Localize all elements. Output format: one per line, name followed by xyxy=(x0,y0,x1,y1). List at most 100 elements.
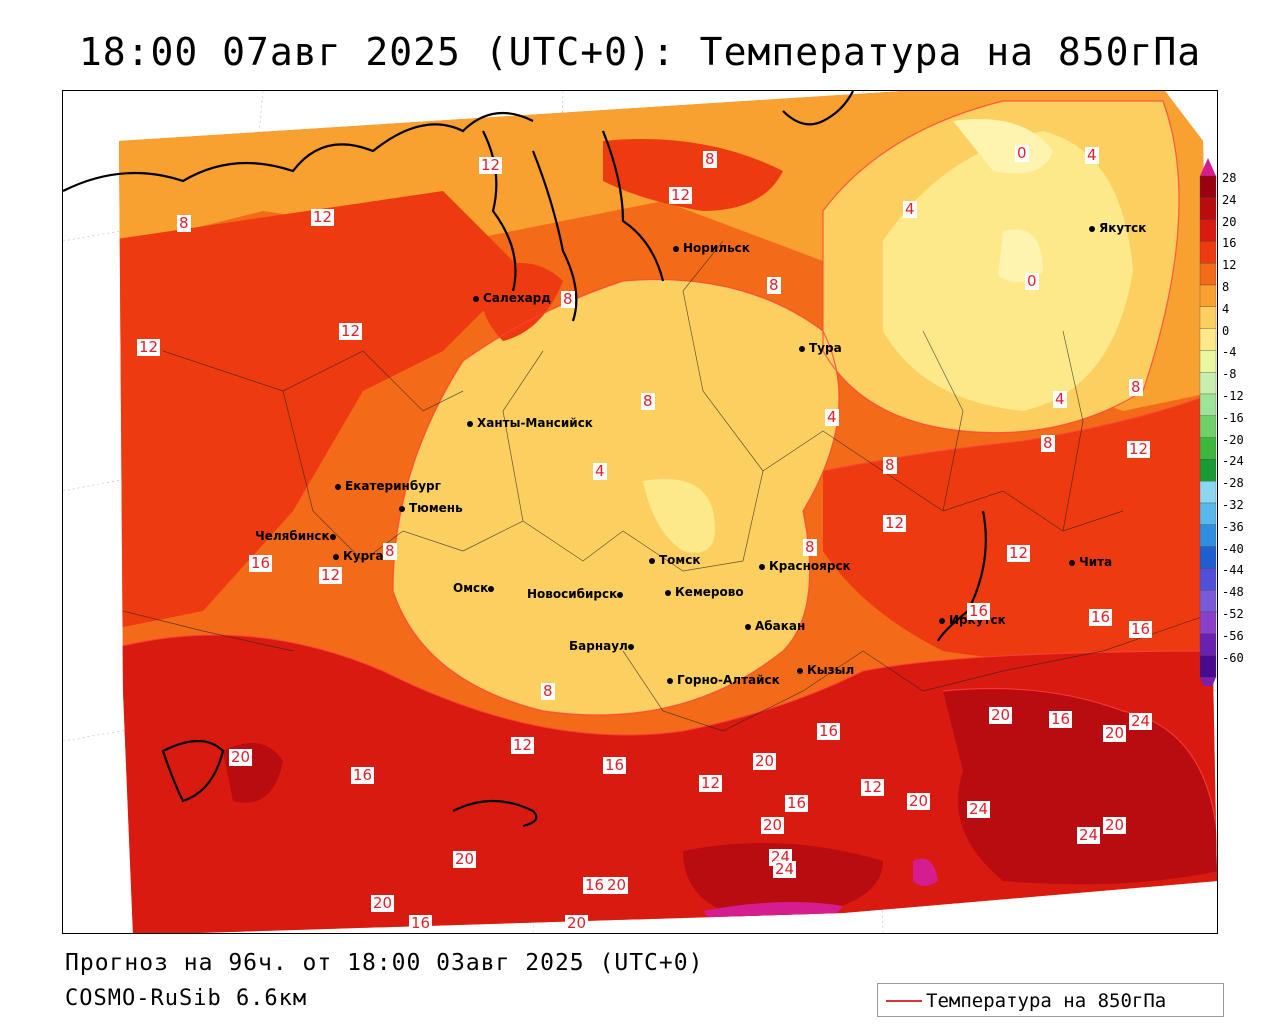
city-dot-icon xyxy=(665,589,671,596)
city-marker: Абакан xyxy=(745,619,805,633)
colorbar-tick-label: -52 xyxy=(1222,607,1244,621)
colorbar-swatch xyxy=(1199,568,1217,591)
contour-label: 12 xyxy=(1007,544,1031,562)
colorbar-tick-label: -48 xyxy=(1222,585,1244,600)
contour-label: 0 xyxy=(1025,272,1039,290)
city-marker: Горно-Алтайск xyxy=(667,673,780,687)
contour-label: 24 xyxy=(967,800,991,818)
city-dot-icon xyxy=(488,585,495,592)
colorbar-swatch xyxy=(1199,241,1217,264)
colorbar-swatch xyxy=(1199,633,1217,656)
colorbar-swatches xyxy=(1199,158,1217,696)
colorbar-tick-label: 20 xyxy=(1222,214,1237,229)
contour-label: 12 xyxy=(137,338,161,356)
colorbar-swatch xyxy=(1199,502,1217,525)
colorbar-tick-label: -16 xyxy=(1222,410,1244,425)
contour-label: 12 xyxy=(861,778,885,796)
contour-label: 8 xyxy=(1041,434,1055,452)
contour-label: 16 xyxy=(1049,710,1073,728)
city-dot-icon xyxy=(399,505,405,512)
city-marker: Кызыл xyxy=(797,663,854,677)
colorbar-tick-label: -28 xyxy=(1222,476,1244,491)
colorbar-tick-label: 24 xyxy=(1222,192,1237,207)
city-marker: Иркутск xyxy=(939,613,1006,627)
colorbar-tick-label: 0 xyxy=(1222,323,1230,338)
contour-label: 20 xyxy=(565,914,589,932)
contour-label: 8 xyxy=(1129,378,1143,396)
contour-label: 8 xyxy=(803,538,817,556)
city-marker: Екатеринбург xyxy=(335,479,441,493)
colorbar-swatch xyxy=(1199,481,1217,504)
city-marker: Чита xyxy=(1069,555,1112,569)
city-dot-icon xyxy=(667,677,673,684)
colorbar-swatch xyxy=(1199,328,1217,351)
legend-label: Температура на 850гПа xyxy=(926,990,1167,1012)
contour-label: 24 xyxy=(773,860,797,878)
city-marker: Красноярск xyxy=(759,559,851,573)
contour-label: 16 xyxy=(603,756,627,774)
contour-label: 4 xyxy=(903,200,917,218)
colorbar-tick-label: -4 xyxy=(1222,345,1237,360)
city-label: Красноярск xyxy=(769,559,851,573)
contour-label: 8 xyxy=(541,682,555,700)
contour-label: 20 xyxy=(453,850,477,868)
colorbar-tick-label: -8 xyxy=(1222,367,1237,382)
colorbar-swatch xyxy=(1199,263,1217,286)
city-dot-icon xyxy=(617,591,624,598)
city-marker: Барнаул xyxy=(569,639,638,653)
city-marker: Челябинск xyxy=(255,529,340,543)
city-marker: Томск xyxy=(649,553,701,567)
city-label: Барнаул xyxy=(569,639,628,653)
contour-label: 24 xyxy=(1077,826,1101,844)
colorbar-swatch xyxy=(1199,590,1217,613)
city-label: Горно-Алтайск xyxy=(677,673,780,687)
contour-label: 4 xyxy=(593,462,607,480)
colorbar-tick-label: 28 xyxy=(1222,171,1237,185)
colorbar-tick-label: -32 xyxy=(1222,498,1244,512)
contour-label: 12 xyxy=(1127,440,1151,458)
city-label: Якутск xyxy=(1099,221,1147,235)
city-marker: Новосибирск xyxy=(527,587,627,601)
city-label: Тура xyxy=(809,341,842,355)
city-dot-icon xyxy=(649,557,655,564)
contour-label: 16 xyxy=(409,914,433,932)
city-label: Ханты-Мансийск xyxy=(477,416,593,430)
contour-label: 16 xyxy=(817,722,841,740)
city-label: Новосибирск xyxy=(527,587,618,601)
city-marker: Тюмень xyxy=(399,501,463,515)
colorbar-tick-label: -24 xyxy=(1222,454,1244,469)
city-dot-icon xyxy=(799,345,805,352)
colorbar-tick-label: -36 xyxy=(1222,519,1244,534)
city-marker: Омск xyxy=(453,581,498,595)
contour-label: 0 xyxy=(1015,144,1029,162)
city-label: Курган xyxy=(343,549,392,563)
contour-label: 4 xyxy=(825,408,839,426)
city-dot-icon xyxy=(627,643,634,650)
colorbar-tick-label: -20 xyxy=(1222,432,1244,447)
city-marker: Курган xyxy=(333,549,392,563)
contour-label: 12 xyxy=(319,566,343,584)
contour-label: 12 xyxy=(311,208,335,226)
colorbar-swatch xyxy=(1199,459,1217,482)
city-label: Кемерово xyxy=(675,585,744,599)
contour-label: 16 xyxy=(1089,608,1113,626)
contour-label: 8 xyxy=(767,276,781,294)
city-dot-icon xyxy=(759,563,765,570)
legend-line-swatch xyxy=(886,1000,922,1002)
colorbar-bottom-arrow xyxy=(1200,677,1216,696)
city-label: Иркутск xyxy=(949,613,1006,627)
forecast-text: Прогноз на 96ч. от 18:00 03авг 2025 (UTC… xyxy=(65,950,704,976)
city-dot-icon xyxy=(467,420,473,427)
colorbar-tick-label: 8 xyxy=(1222,280,1230,294)
colorbar-swatch xyxy=(1199,546,1217,569)
colorbar-swatch xyxy=(1199,175,1217,198)
contour-label: 8 xyxy=(703,150,717,168)
city-marker: Ханты-Мансийск xyxy=(467,416,593,430)
contour-label: 20 xyxy=(989,706,1013,724)
city-dot-icon xyxy=(1069,559,1075,566)
contour-label: 16 xyxy=(785,794,809,812)
contour-label: 20 xyxy=(605,876,629,894)
contour-label: 20 xyxy=(371,894,395,912)
colorbar-tick-label: -12 xyxy=(1222,389,1244,403)
contour-label: 12 xyxy=(479,156,503,174)
